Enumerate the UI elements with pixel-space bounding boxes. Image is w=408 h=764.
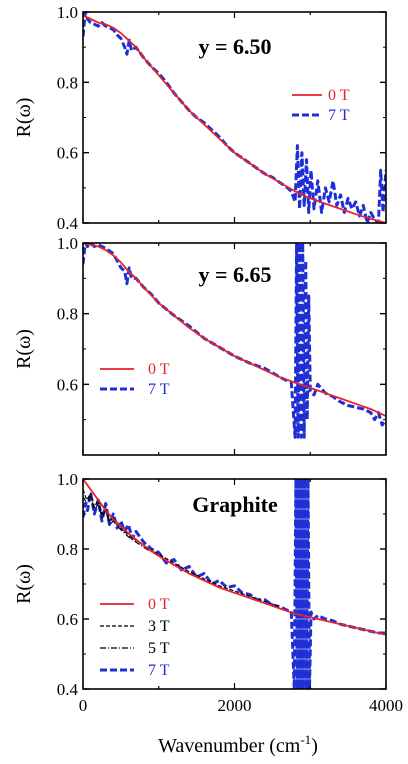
y-tick-label: 0.4	[57, 214, 79, 233]
chart-panels: 0.40.60.81.0R(ω)y = 6.500 T7 T0.60.81.0R…	[13, 3, 403, 715]
legend: 0 T7 T	[100, 361, 170, 398]
legend-label: 0 T	[328, 87, 350, 104]
legend-label: 0 T	[148, 596, 170, 613]
legend: 0 T 3 T 5 T 7 T	[100, 596, 170, 679]
chart-panel-3: 0.4 0.6 0.8 1.0 0 2000 4000 R(ω) Graphite 0 T 3 T 5…	[13, 470, 403, 715]
series-group	[83, 479, 386, 689]
legend-label: 3 T	[148, 618, 170, 635]
x-tick-label: 4000	[369, 696, 403, 715]
y-tick-label: 0.4	[57, 680, 79, 699]
panel-label: y = 6.50	[198, 34, 271, 59]
panel-label: y = 6.65	[198, 262, 271, 287]
legend-label: 7 T	[328, 107, 350, 124]
legend: 0 T7 T	[292, 87, 350, 124]
y-tick-label: 1.0	[57, 470, 78, 489]
y-tick-label: 0.8	[57, 540, 78, 559]
y-tick-label: 1.0	[57, 3, 78, 22]
series-line-0t	[83, 14, 386, 223]
series-line-0t	[83, 479, 386, 636]
y-tick-label: 0.8	[57, 73, 78, 92]
chart-panel-1: 0.40.60.81.0R(ω)y = 6.500 T7 T	[13, 3, 387, 233]
y-tick-label: 0.6	[57, 375, 78, 394]
legend-label: 7 T	[148, 381, 170, 398]
chart-panel-2: 0.60.81.0R(ω)y = 6.650 T7 T	[13, 234, 387, 456]
x-tick-label: 0	[79, 696, 88, 715]
x-axis-title: Wavenumber (cm-1)	[158, 732, 318, 757]
series-group	[83, 12, 386, 223]
series-group	[83, 243, 386, 439]
x-axis-title-main: Wavenumber (cm	[158, 735, 301, 757]
panel-label: Graphite	[192, 492, 278, 517]
x-axis-title-close: )	[311, 735, 318, 757]
y-tick-label: 1.0	[57, 234, 78, 253]
legend-label: 7 T	[148, 662, 170, 679]
y-tick-label: 0.6	[57, 144, 78, 163]
legend-label: 5 T	[148, 640, 170, 657]
y-axis-title: R(ω)	[13, 98, 35, 138]
y-axis-title: R(ω)	[13, 329, 35, 369]
x-tick-label: 2000	[218, 696, 252, 715]
legend-label: 0 T	[148, 361, 170, 378]
series-line-3t	[83, 489, 281, 608]
y-tick-label: 0.6	[57, 610, 78, 629]
y-axis-title: R(ω)	[13, 564, 35, 604]
series-line-0t	[83, 243, 386, 417]
x-axis-title-superscript: -1	[300, 732, 311, 747]
y-tick-label: 0.8	[57, 305, 78, 324]
